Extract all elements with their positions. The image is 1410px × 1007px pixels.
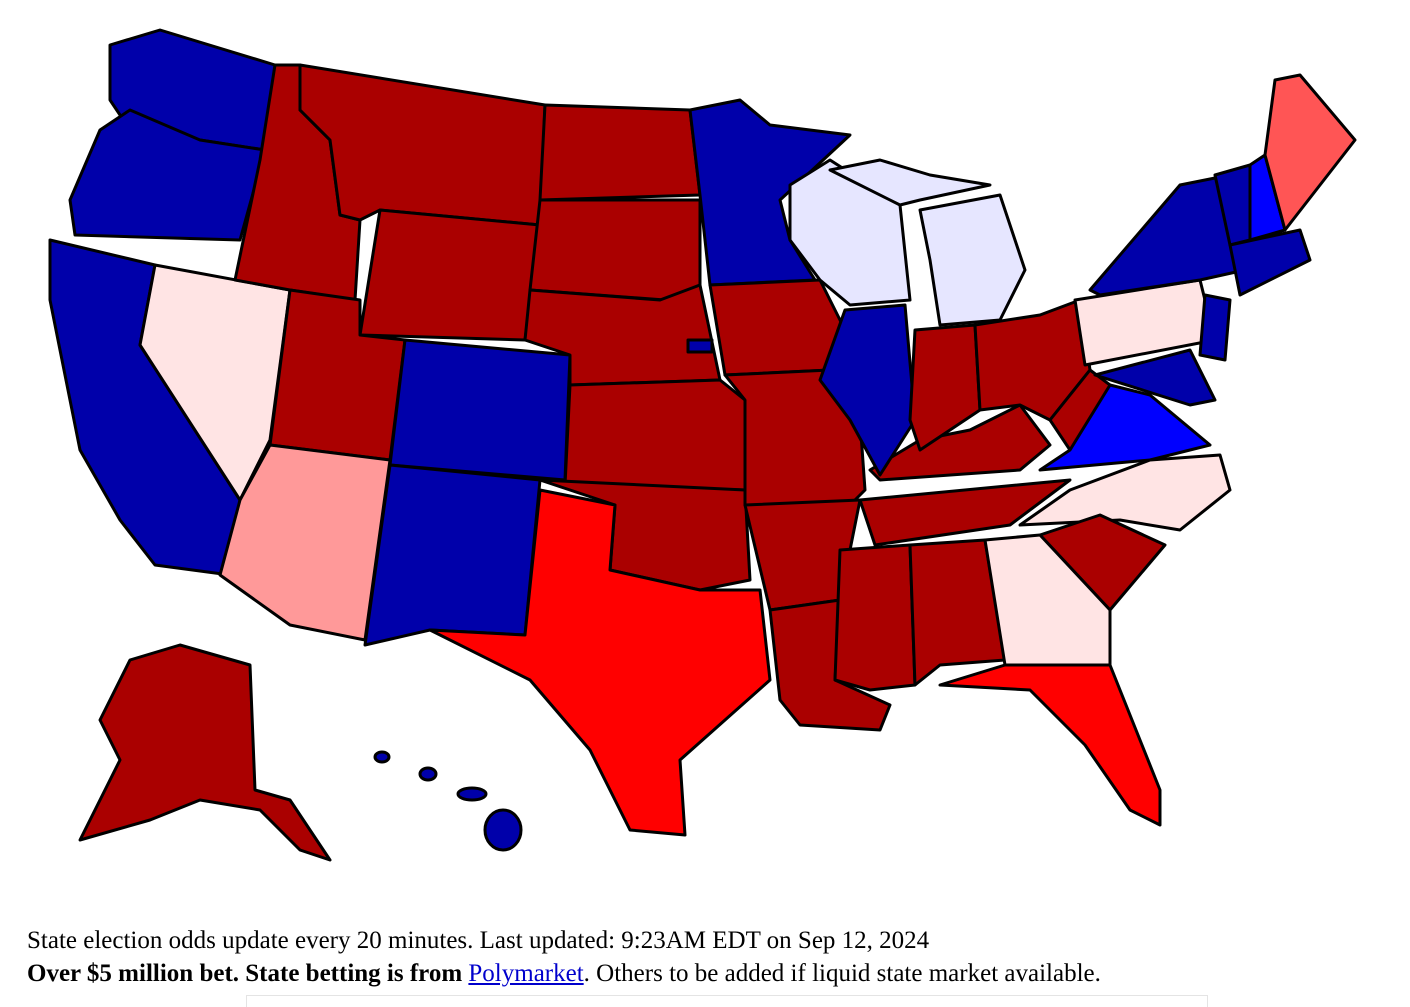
state bbox=[1263, 73, 1357, 232]
state bbox=[373, 750, 391, 764]
state bbox=[828, 158, 992, 207]
state bbox=[483, 808, 523, 852]
state bbox=[1198, 293, 1232, 362]
state bbox=[456, 786, 488, 802]
state bbox=[563, 378, 747, 492]
state bbox=[833, 543, 917, 692]
state bbox=[908, 323, 982, 452]
polymarket-link[interactable]: Polymarket bbox=[468, 960, 584, 987]
state bbox=[78, 643, 332, 862]
state bbox=[358, 208, 542, 342]
state bbox=[68, 108, 267, 242]
bold-note: Over $5 million bet. State betting is fr… bbox=[27, 960, 469, 987]
state bbox=[1093, 348, 1217, 407]
us-map bbox=[48, 28, 1357, 862]
state bbox=[218, 443, 392, 642]
update-note: State election odds update every 20 minu… bbox=[27, 927, 930, 954]
state bbox=[983, 533, 1112, 667]
state bbox=[918, 193, 1027, 327]
state bbox=[908, 538, 1007, 687]
state bbox=[428, 488, 772, 837]
state bbox=[528, 198, 702, 302]
state bbox=[418, 766, 438, 782]
source-note: Over $5 million bet. State betting is fr… bbox=[27, 957, 1101, 990]
state bbox=[708, 278, 847, 377]
state bbox=[1228, 228, 1312, 297]
frame bbox=[246, 995, 1208, 1007]
state bbox=[298, 63, 547, 227]
state bbox=[388, 338, 572, 482]
note-rest: . Others to be added if liquid state mar… bbox=[583, 960, 1101, 987]
state bbox=[686, 338, 714, 354]
state bbox=[538, 103, 702, 202]
state bbox=[688, 98, 852, 287]
states bbox=[48, 28, 1357, 862]
state bbox=[858, 478, 1072, 547]
caption: State election odds update every 20 minu… bbox=[27, 924, 1101, 990]
state bbox=[1018, 453, 1232, 532]
state bbox=[363, 463, 542, 647]
state bbox=[938, 663, 1162, 827]
state bbox=[818, 303, 917, 477]
